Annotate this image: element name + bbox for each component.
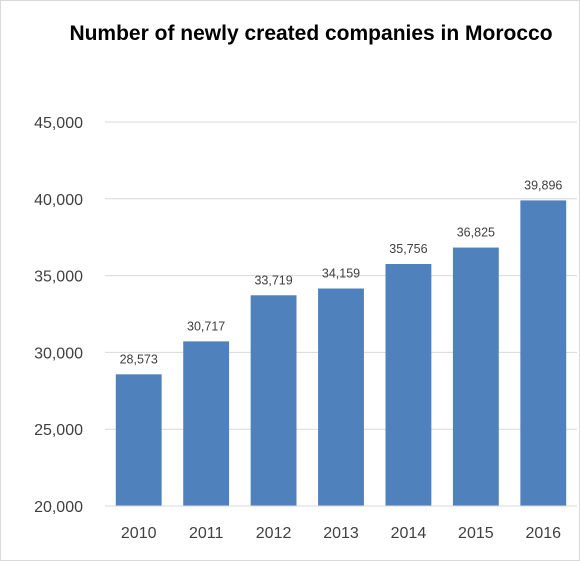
bars: [115, 200, 567, 506]
data-label-2013: 34,159: [322, 267, 360, 281]
chart-title: Number of newly created companies in Mor…: [69, 22, 553, 45]
x-tick-label-2011: 2011: [189, 525, 224, 542]
data-label-2011: 30,717: [187, 319, 225, 333]
data-label-2014: 35,756: [389, 242, 427, 256]
y-tick-label: 25,000: [34, 422, 83, 439]
bar-2012: [250, 295, 297, 506]
data-label-2016: 39,896: [524, 178, 562, 192]
x-tick-label-2016: 2016: [525, 525, 561, 542]
y-tick-label: 30,000: [34, 345, 83, 362]
y-tick-label: 40,000: [34, 192, 83, 209]
bar-2011: [183, 341, 230, 506]
x-tick-label-2013: 2013: [323, 525, 359, 542]
y-axis-tick-labels: 20,000 25,000 30,000 35,000 40,000 45,000: [34, 115, 83, 516]
data-labels: 28,573 30,717 33,719 34,159 35,756 36,825 39,8…: [120, 178, 563, 366]
y-tick-label: 35,000: [34, 269, 83, 286]
data-label-2015: 36,825: [457, 226, 495, 240]
bar-2010: [115, 374, 162, 506]
x-tick-label-2014: 2014: [391, 525, 427, 542]
data-label-2010: 28,573: [120, 352, 158, 366]
x-axis-tick-labels: 2010 2011 2012 2013 2014 2015 2016: [121, 525, 561, 542]
x-tick-label-2015: 2015: [458, 525, 494, 542]
data-label-2012: 33,719: [254, 273, 292, 287]
x-tick-label-2010: 2010: [121, 525, 157, 542]
bar-2016: [520, 200, 567, 506]
y-tick-label: 45,000: [34, 115, 83, 132]
x-tick-label-2012: 2012: [256, 525, 292, 542]
bar-2015: [452, 247, 499, 506]
bar-2013: [318, 288, 364, 506]
y-tick-label: 20,000: [34, 499, 83, 516]
bar-2014: [385, 263, 432, 506]
